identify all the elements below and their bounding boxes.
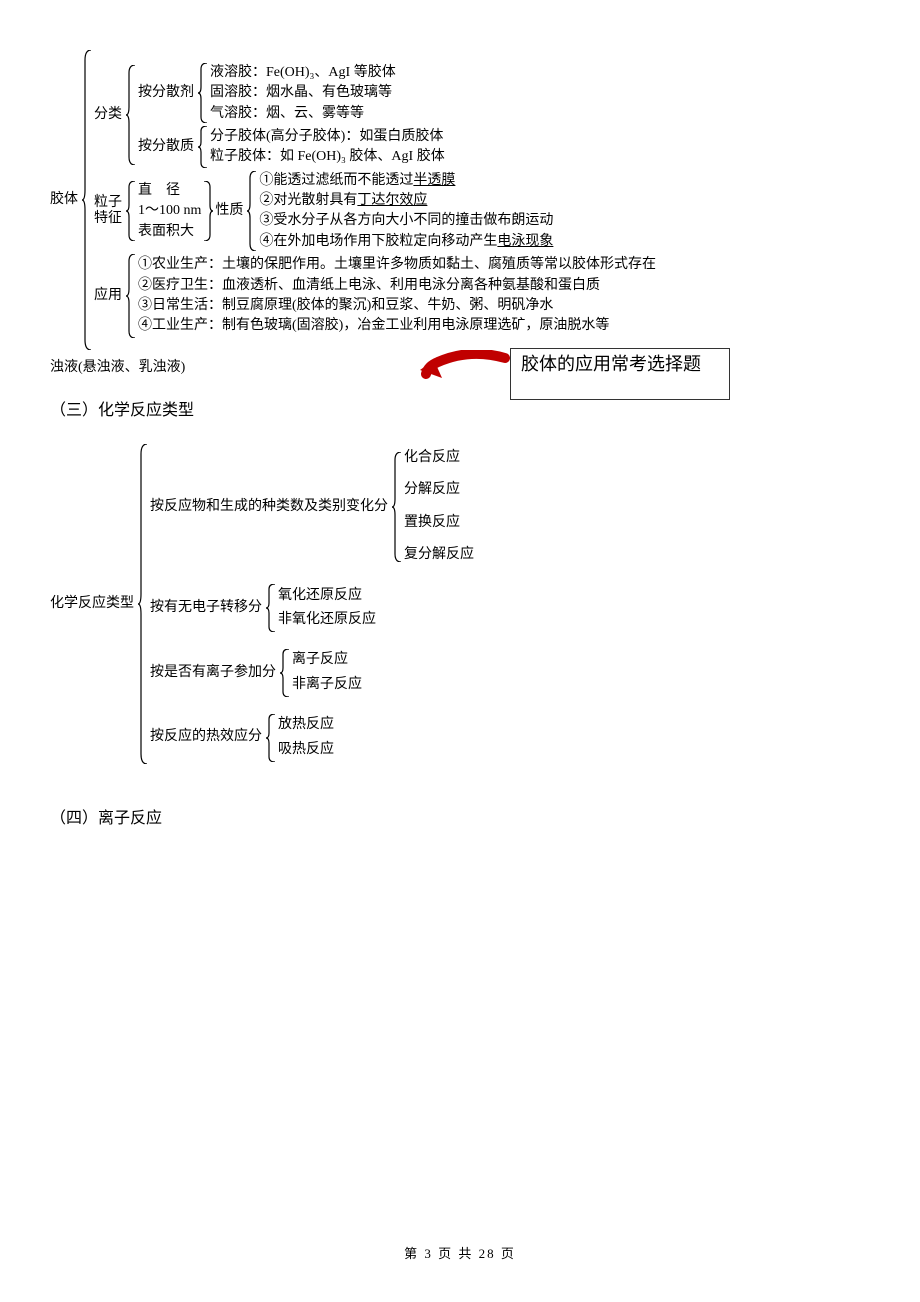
dispersant-item: 固溶胶：烟水晶、有色玻璃等 bbox=[210, 83, 396, 103]
particle-surface: 表面积大 bbox=[138, 222, 201, 242]
heading-3: （三）化学反应类型 bbox=[50, 396, 870, 420]
property-item: ④在外加电场作用下胶粒定向移动产生电泳现象 bbox=[259, 232, 553, 252]
by-ion-label: 按是否有离子参加分 bbox=[150, 648, 278, 697]
by-electron-items: 氧化还原反应 非氧化还原反应 bbox=[278, 584, 376, 633]
footer-mid: 页 共 bbox=[433, 1246, 479, 1261]
reaction-kind-item: 分解反应 bbox=[404, 478, 474, 502]
particle-label: 粒子特征 bbox=[94, 171, 124, 252]
by-heat-label: 按反应的热效应分 bbox=[150, 713, 264, 762]
reaction-kind-item: 置换反应 bbox=[404, 511, 474, 535]
application-item: ④工业生产：制有色玻璃(固溶胶)，冶金工业利用电泳原理选矿，原油脱水等 bbox=[138, 316, 656, 336]
particle-diameter-label: 直 径 bbox=[138, 181, 201, 201]
footer-prefix: 第 bbox=[404, 1246, 424, 1261]
brace-icon bbox=[124, 171, 138, 252]
brace-icon bbox=[124, 254, 138, 338]
dispersant-label: 按分散剂 bbox=[138, 63, 196, 124]
by-kind-label: 按反应物和生成的种类数及类别变化分 bbox=[150, 446, 390, 568]
reaction-ion-item: 离子反应 bbox=[292, 648, 362, 672]
by-kind-items: 化合反应 分解反应 置换反应 复分解反应 bbox=[404, 446, 474, 568]
reaction-kind-item: 复分解反应 bbox=[404, 543, 474, 567]
property-item: ②对光散射具有丁达尔效应 bbox=[259, 191, 553, 211]
property-items: ①能透过滤纸而不能透过半透膜 ②对光散射具有丁达尔效应 ③受水分子从各方向大小不… bbox=[259, 171, 553, 252]
turbid-line: 浊液(悬浊液、乳浊液) bbox=[50, 356, 870, 376]
heading-4: （四）离子反应 bbox=[50, 804, 870, 828]
application-item: ②医疗卫生：血液透析、血清纸上电泳、利用电泳分离各种氨基酸和蛋白质 bbox=[138, 276, 656, 296]
brace-icon bbox=[196, 63, 210, 124]
application-item: ①农业生产：土壤的保肥作用。土壤里许多物质如黏土、腐殖质等常以胶体形式存在 bbox=[138, 255, 656, 275]
brace-icon bbox=[245, 171, 259, 252]
property-item: ①能透过滤纸而不能透过半透膜 bbox=[259, 171, 553, 191]
dispersoid-item: 粒子胶体：如 Fe(OH)₃ 胶体、AgI 胶体 bbox=[210, 147, 445, 167]
by-electron-label: 按有无电子转移分 bbox=[150, 584, 264, 633]
callout-box: 胶体的应用常考选择题 bbox=[510, 348, 730, 400]
reaction-electron-item: 氧化还原反应 bbox=[278, 584, 376, 608]
property-item: ③受水分子从各方向大小不同的撞击做布朗运动 bbox=[259, 211, 553, 231]
dispersant-item: 气溶胶：烟、云、雾等等 bbox=[210, 104, 396, 124]
classify-label: 分类 bbox=[94, 62, 124, 169]
brace-icon bbox=[124, 62, 138, 169]
footer-total: 28 bbox=[479, 1246, 496, 1261]
dispersoid-item: 分子胶体(高分子胶体)：如蛋白质胶体 bbox=[210, 127, 445, 147]
colloid-root-label: 胶体 bbox=[50, 50, 80, 350]
colloid-tree: 胶体 分类 按分散剂 bbox=[50, 50, 870, 350]
dispersant-items: 液溶胶：Fe(OH)₃、AgI 等胶体 固溶胶：烟水晶、有色玻璃等 气溶胶：烟、… bbox=[210, 63, 396, 124]
brace-icon bbox=[196, 126, 210, 168]
reaction-kind-item: 化合反应 bbox=[404, 446, 474, 470]
reaction-ion-item: 非离子反应 bbox=[292, 673, 362, 697]
reaction-root-label: 化学反应类型 bbox=[50, 444, 136, 764]
page-footer: 第 3 页 共 28 页 bbox=[0, 1243, 920, 1262]
brace-close-icon bbox=[201, 171, 215, 252]
brace-icon bbox=[390, 446, 404, 568]
brace-icon bbox=[264, 584, 278, 633]
particle-inner: 直 径 1～100 nm 表面积大 bbox=[138, 171, 201, 252]
footer-suffix: 页 bbox=[496, 1246, 516, 1261]
application-item: ③日常生活：制豆腐原理(胶体的聚沉)和豆浆、牛奶、粥、明矾净水 bbox=[138, 296, 656, 316]
dispersoid-items: 分子胶体(高分子胶体)：如蛋白质胶体 粒子胶体：如 Fe(OH)₃ 胶体、AgI… bbox=[210, 126, 445, 168]
brace-icon bbox=[80, 50, 94, 350]
reaction-tree: 化学反应类型 按反应物和生成的种类数及类别变化分 化合反应 分解反应 置换反应 … bbox=[50, 444, 870, 764]
brace-icon bbox=[278, 648, 292, 697]
reaction-electron-item: 非氧化还原反应 bbox=[278, 608, 376, 632]
application-items: ①农业生产：土壤的保肥作用。土壤里许多物质如黏土、腐殖质等常以胶体形式存在 ②医… bbox=[138, 254, 656, 338]
application-label: 应用 bbox=[94, 254, 124, 338]
reaction-heat-item: 吸热反应 bbox=[278, 738, 334, 762]
brace-icon bbox=[136, 444, 150, 764]
by-heat-items: 放热反应 吸热反应 bbox=[278, 713, 334, 762]
footer-page: 3 bbox=[424, 1246, 433, 1261]
property-label: 性质 bbox=[215, 171, 245, 252]
reaction-heat-item: 放热反应 bbox=[278, 713, 334, 737]
particle-size: 1～100 nm bbox=[138, 201, 201, 221]
dispersant-item: 液溶胶：Fe(OH)₃、AgI 等胶体 bbox=[210, 63, 396, 83]
by-ion-items: 离子反应 非离子反应 bbox=[292, 648, 362, 697]
dispersoid-label: 按分散质 bbox=[138, 126, 196, 168]
brace-icon bbox=[264, 713, 278, 762]
